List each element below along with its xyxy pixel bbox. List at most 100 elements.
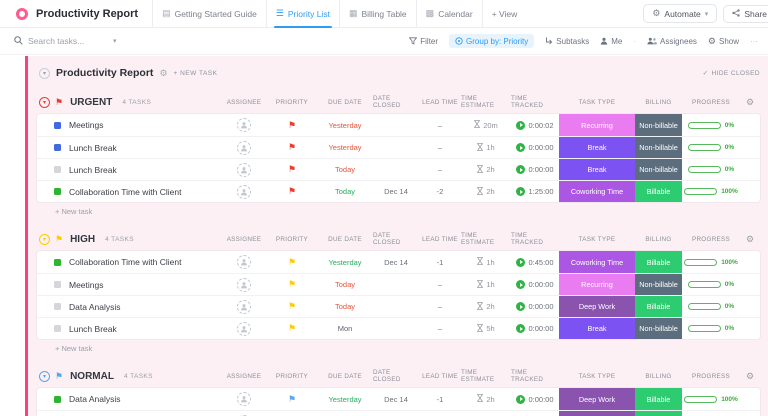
add-view-button[interactable]: + View xyxy=(481,0,527,28)
status-icon[interactable] xyxy=(54,325,61,332)
new-task-row[interactable]: + New task xyxy=(55,343,93,353)
filter-button[interactable]: Filter xyxy=(409,37,438,46)
assignee-avatar[interactable] xyxy=(237,299,251,314)
billing-badge[interactable]: Non-billable xyxy=(635,159,682,180)
lead-time[interactable]: -1 xyxy=(436,394,444,404)
table-row[interactable]: Lunch Break ⚑ Yesterday – 1h 0:00:00 Break Non-… xyxy=(37,136,760,158)
date-closed[interactable] xyxy=(373,318,419,339)
billing-badge[interactable]: Billable xyxy=(635,411,682,416)
play-icon[interactable] xyxy=(516,143,526,152)
time-estimate[interactable]: 1h xyxy=(461,137,511,158)
play-icon[interactable] xyxy=(516,120,526,130)
due-date[interactable]: Yesterday xyxy=(328,120,362,130)
column-header[interactable]: BILLING xyxy=(645,235,672,243)
priority-flag-icon[interactable]: ⚑ xyxy=(287,186,297,196)
billing-badge[interactable]: Non-billable xyxy=(635,114,682,136)
priority-flag-icon[interactable]: ⚑ xyxy=(287,279,297,289)
play-icon[interactable] xyxy=(516,394,526,404)
task-type-badge[interactable]: Recurring xyxy=(559,274,635,295)
assignee-avatar[interactable] xyxy=(237,392,251,406)
column-header[interactable]: PROGRESS xyxy=(691,235,731,243)
play-icon[interactable] xyxy=(516,302,526,311)
time-estimate[interactable]: 1h xyxy=(461,274,511,295)
column-header[interactable]: TIME TRACKED xyxy=(511,232,544,246)
overflow-icon[interactable]: ⋯ xyxy=(750,36,758,46)
priority-flag-icon[interactable]: ⚑ xyxy=(287,164,297,174)
task-type-badge[interactable]: Coworking Time xyxy=(559,181,635,202)
new-task-row[interactable]: + New task xyxy=(55,206,93,216)
priority-flag-icon[interactable]: ⚑ xyxy=(287,323,297,333)
column-header[interactable]: BILLING xyxy=(645,98,672,106)
lead-time[interactable]: – xyxy=(437,120,443,130)
date-closed[interactable] xyxy=(373,274,419,295)
group-toggle-icon[interactable]: ▾ xyxy=(39,233,50,245)
progress-bar[interactable] xyxy=(684,395,718,403)
column-header[interactable]: DATE CLOSED xyxy=(373,232,401,246)
time-tracked[interactable]: 0:00:00 xyxy=(511,159,559,180)
task-type-badge[interactable]: Deep Work xyxy=(559,388,635,410)
tab-getting-started-guide[interactable]: ▤ Getting Started Guide xyxy=(152,0,266,28)
priority-flag-icon[interactable]: ⚑ xyxy=(287,393,297,404)
time-estimate[interactable]: 5h xyxy=(461,318,511,339)
due-date[interactable]: Mon xyxy=(317,411,373,416)
column-header[interactable]: TIME TRACKED xyxy=(511,95,544,109)
play-icon[interactable] xyxy=(516,165,526,174)
time-tracked[interactable]: 0:00:00 xyxy=(511,137,559,158)
progress-bar[interactable] xyxy=(684,188,718,195)
table-row[interactable]: Meetings ⚑ Yesterday – 20m 0:00:02 Recurring No… xyxy=(37,114,760,136)
collapse-list-icon[interactable]: ▾ xyxy=(39,67,50,79)
date-closed[interactable] xyxy=(373,159,419,180)
progress-bar[interactable] xyxy=(687,121,721,129)
billing-badge[interactable]: Non-billable xyxy=(635,318,682,339)
assignee-avatar[interactable] xyxy=(237,162,251,177)
play-icon[interactable] xyxy=(516,257,526,267)
time-estimate[interactable]: 1h xyxy=(461,251,511,273)
column-header[interactable]: LEAD TIME xyxy=(422,235,458,243)
status-icon[interactable] xyxy=(54,303,61,310)
column-header[interactable]: DUE DATE xyxy=(328,98,362,106)
group-settings-icon[interactable]: ⚙ xyxy=(745,96,755,107)
time-estimate[interactable]: 2h xyxy=(461,388,511,410)
due-date[interactable]: Yesterday xyxy=(328,257,362,267)
group-by-button[interactable]: Group by: Priority xyxy=(449,34,535,48)
share-button[interactable]: Share xyxy=(723,4,768,23)
time-estimate[interactable]: 2h xyxy=(461,411,511,416)
date-closed[interactable]: Dec 14 xyxy=(384,187,408,196)
column-header[interactable]: PRIORITY xyxy=(275,372,309,380)
lead-time[interactable]: – xyxy=(437,143,443,152)
date-closed[interactable]: Dec 14 xyxy=(384,257,408,267)
table-row[interactable]: Data Analysis ⚑ Today – 2h 0:00:00 Deep Work Bi… xyxy=(37,295,760,317)
column-header[interactable]: TIME ESTIMATE xyxy=(461,95,495,109)
billing-badge[interactable]: Non-billable xyxy=(635,137,682,158)
column-header[interactable]: BILLING xyxy=(645,372,672,380)
due-date[interactable]: Yesterday xyxy=(328,143,362,152)
progress-bar[interactable] xyxy=(684,258,718,266)
date-closed[interactable] xyxy=(373,114,419,136)
column-header[interactable]: LEAD TIME xyxy=(422,372,458,380)
lead-time[interactable]: – xyxy=(437,165,443,174)
column-header[interactable]: PRIORITY xyxy=(275,235,309,243)
task-type-badge[interactable]: Recurring xyxy=(559,114,635,136)
group-toggle-icon[interactable]: ▾ xyxy=(39,96,50,108)
priority-flag-icon[interactable]: ⚑ xyxy=(287,301,297,311)
time-estimate[interactable]: 2h xyxy=(461,159,511,180)
status-icon[interactable] xyxy=(54,144,61,151)
assignees-button[interactable]: Assignees xyxy=(647,37,697,46)
lead-time[interactable]: – xyxy=(419,411,461,416)
table-row[interactable]: Lunch Break ⚑ Today – 2h 0:00:00 Break Non-bill… xyxy=(37,158,760,180)
progress-bar[interactable] xyxy=(687,325,721,332)
billing-badge[interactable]: Billable xyxy=(635,388,682,410)
column-header[interactable]: TIME ESTIMATE xyxy=(461,369,495,383)
time-tracked[interactable]: 0:00:00 xyxy=(511,388,559,410)
table-row[interactable]: Collaboration Time with Client ⚑ Yesterday… xyxy=(37,251,760,273)
task-type-badge[interactable]: Deep Work xyxy=(559,296,635,317)
column-header[interactable]: ASSIGNEE xyxy=(226,98,262,106)
progress-bar[interactable] xyxy=(687,303,721,310)
due-date[interactable]: Yesterday xyxy=(328,394,362,404)
time-tracked[interactable]: 1:25:00 xyxy=(511,181,559,202)
column-header[interactable]: TASK TYPE xyxy=(578,235,616,243)
status-icon[interactable] xyxy=(54,281,61,288)
assignee-avatar[interactable] xyxy=(237,118,251,132)
assignee-avatar[interactable] xyxy=(237,277,251,292)
task-type-badge[interactable]: Deep Work xyxy=(559,411,635,416)
